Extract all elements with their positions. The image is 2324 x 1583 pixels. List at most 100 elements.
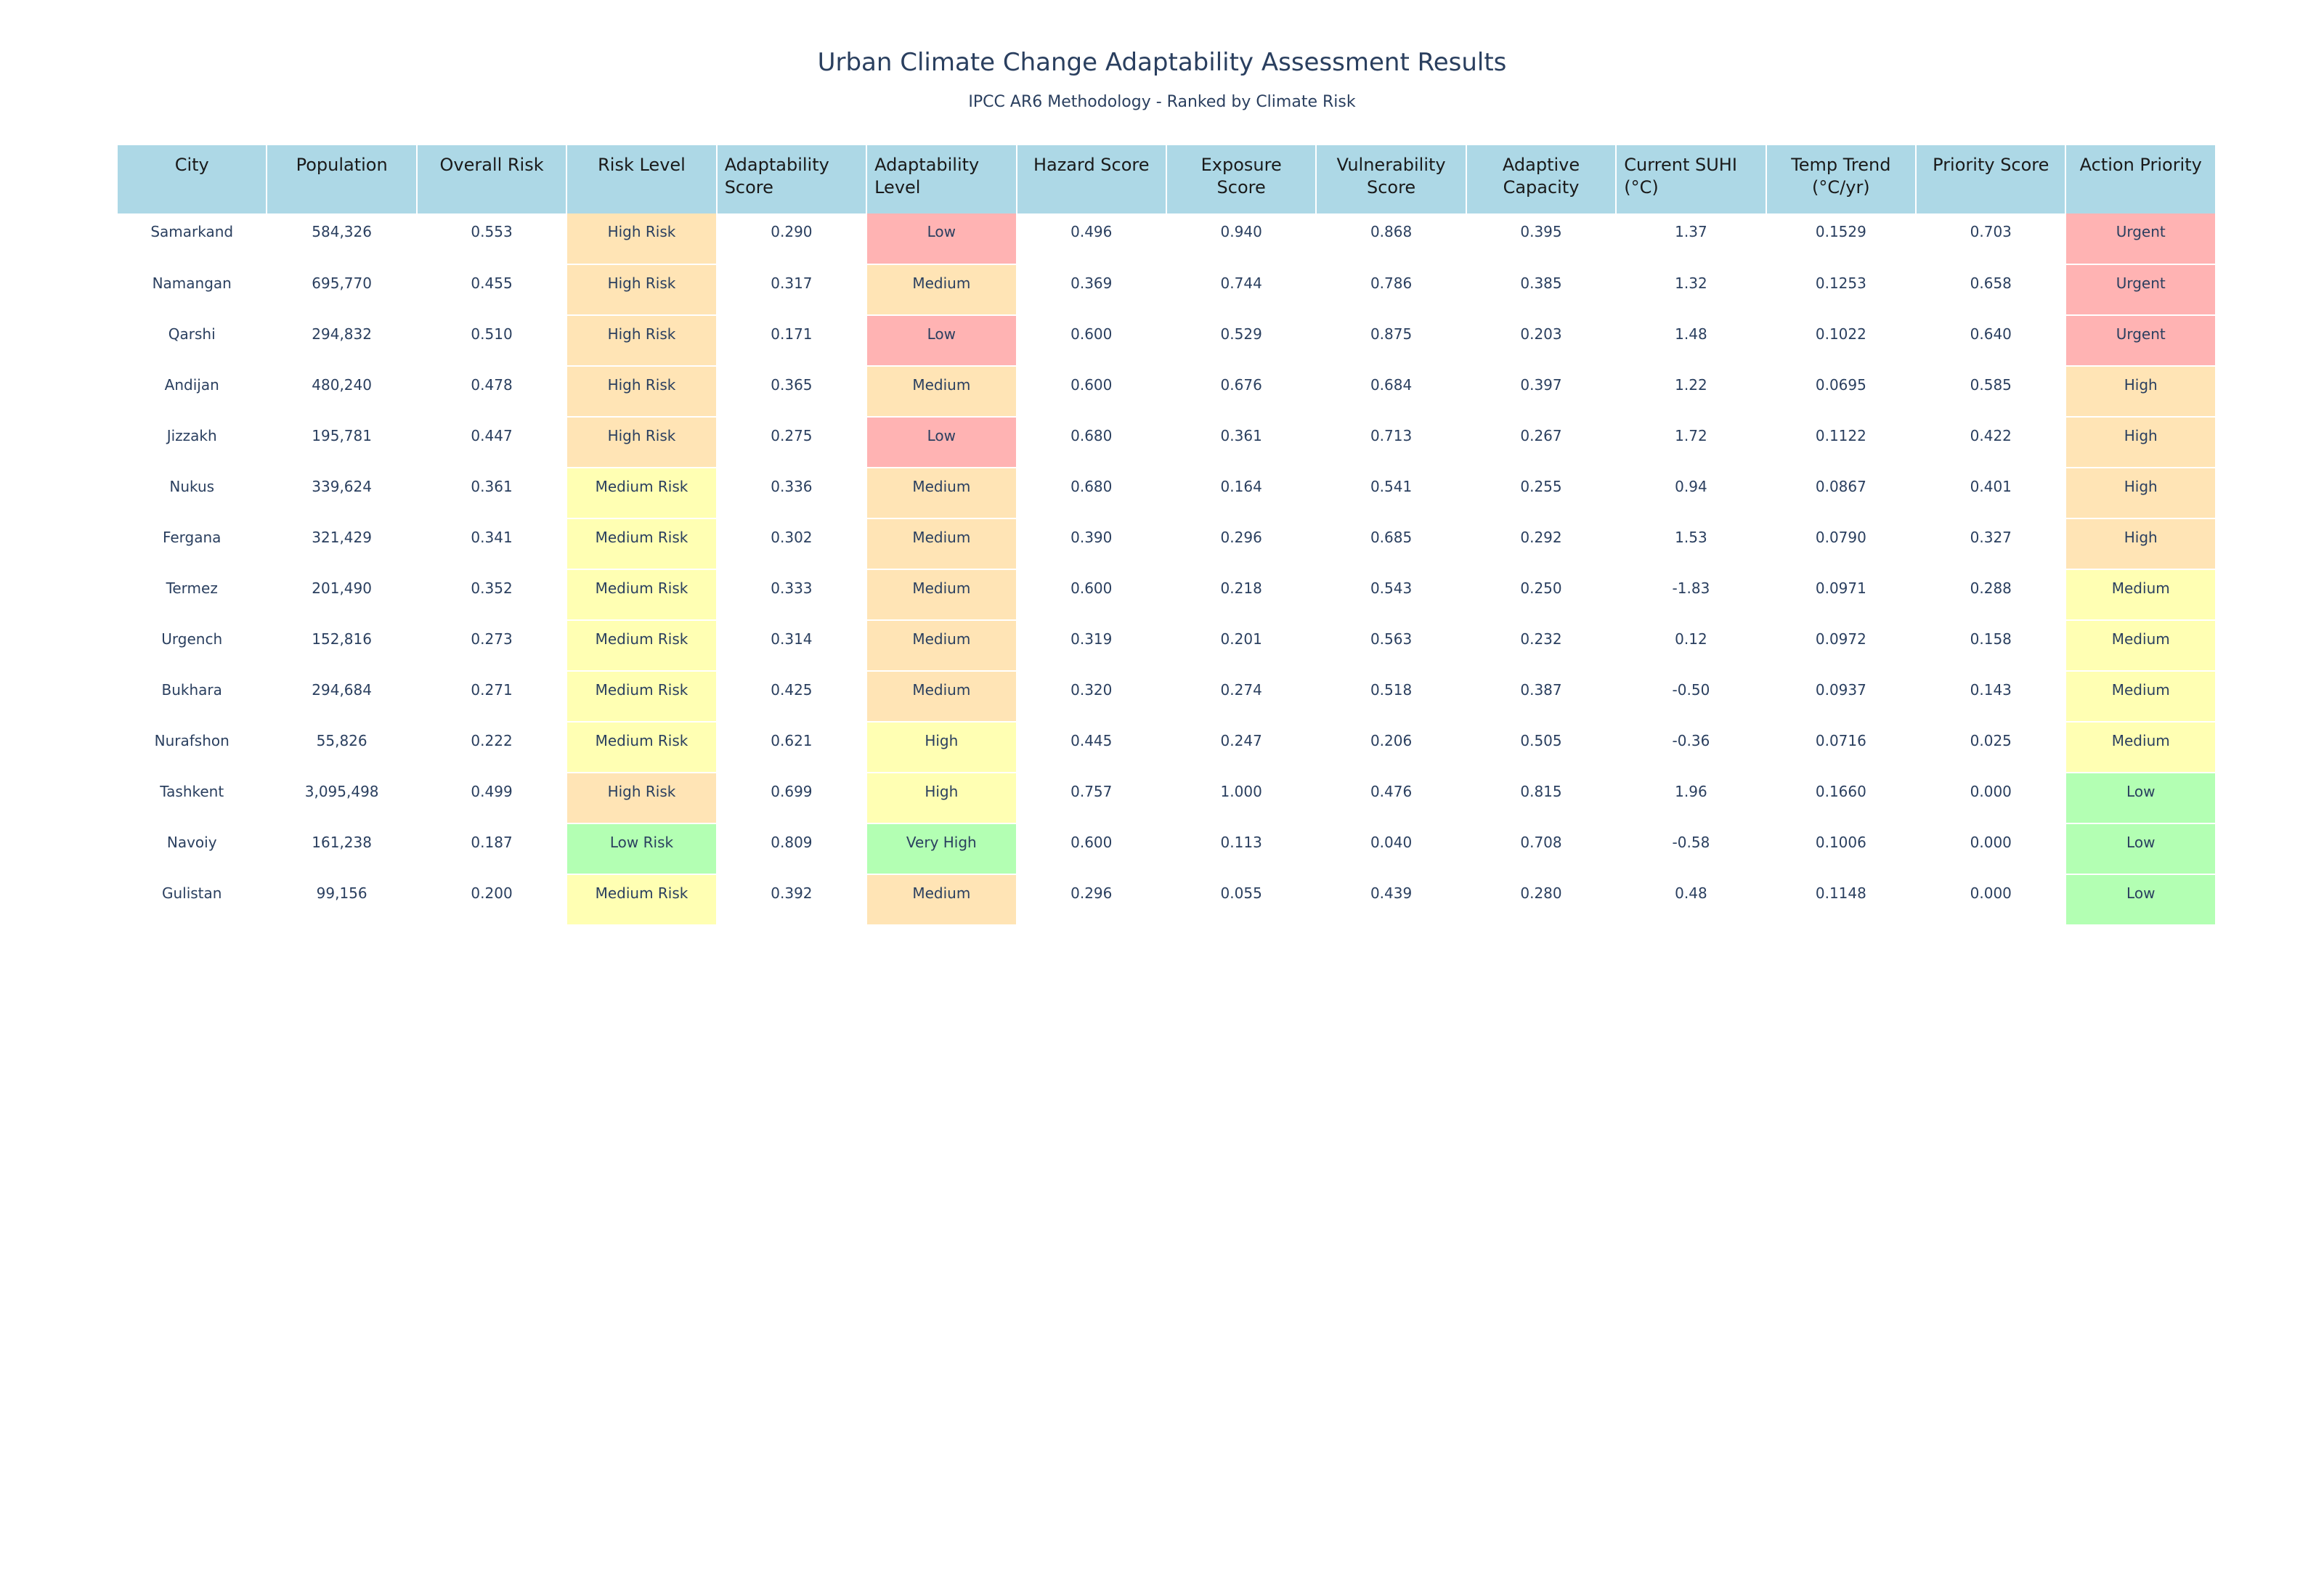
cell-current-suhi-c: 1.96	[1615, 773, 1767, 824]
cell-adaptive-capacity: 0.395	[1465, 213, 1617, 265]
cell-adaptive-capacity: 0.292	[1465, 518, 1617, 570]
cell-risk-level: Low Risk	[566, 823, 718, 875]
cell-adaptability-level: Medium	[866, 569, 1017, 621]
cell-adaptability-score: 0.275	[715, 417, 868, 468]
cell-adaptive-capacity: 0.397	[1465, 366, 1617, 418]
cell-exposure-score: 0.247	[1165, 722, 1317, 773]
table-row: Nurafshon 55,826 0.222 Medium Risk 0.621 High…	[115, 722, 2217, 773]
cell-city: Gulistan	[115, 874, 268, 926]
cell-adaptability-score: 0.171	[715, 315, 868, 367]
cell-temp-trend-c-yr: 0.1006	[1765, 823, 1917, 875]
column-header-action-priority: Action Priority	[2065, 145, 2217, 213]
cell-priority-score: 0.000	[1915, 823, 2067, 875]
cell-adaptability-score: 0.809	[715, 823, 868, 875]
cell-adaptability-level: Medium	[866, 874, 1017, 926]
column-header-adaptability-score: Adaptability Score	[715, 145, 868, 213]
table-row: Urgench 152,816 0.273 Medium Risk 0.314 Mediu…	[115, 620, 2217, 672]
table-row: Termez 201,490 0.352 Medium Risk 0.333 Medium…	[115, 569, 2217, 621]
cell-current-suhi-c: 1.72	[1615, 417, 1767, 468]
cell-risk-level: Medium Risk	[566, 518, 718, 570]
table-row: Bukhara 294,684 0.271 Medium Risk 0.425 Mediu…	[115, 671, 2217, 723]
column-header-priority-score: Priority Score	[1915, 145, 2067, 213]
cell-city: Urgench	[115, 620, 268, 672]
cell-vulnerability-score: 0.713	[1315, 417, 1467, 468]
cell-adaptability-level: High	[866, 773, 1017, 824]
cell-hazard-score: 0.369	[1015, 264, 1167, 316]
cell-current-suhi-c: 1.32	[1615, 264, 1767, 316]
table-row: Namangan 695,770 0.455 High Risk 0.317 Medium…	[115, 264, 2217, 316]
cell-current-suhi-c: 0.12	[1615, 620, 1767, 672]
cell-hazard-score: 0.600	[1015, 315, 1167, 367]
cell-risk-level: Medium Risk	[566, 620, 718, 672]
cell-priority-score: 0.703	[1915, 213, 2067, 265]
cell-adaptability-level: Medium	[866, 620, 1017, 672]
cell-adaptability-level: High	[866, 722, 1017, 773]
cell-adaptability-level: Medium	[866, 468, 1017, 519]
cell-city: Qarshi	[115, 315, 268, 367]
cell-population: 201,490	[266, 569, 418, 621]
cell-priority-score: 0.585	[1915, 366, 2067, 418]
cell-adaptability-score: 0.317	[715, 264, 868, 316]
cell-action-priority: Medium	[2065, 569, 2217, 621]
cell-risk-level: Medium Risk	[566, 671, 718, 723]
cell-exposure-score: 1.000	[1165, 773, 1317, 824]
cell-vulnerability-score: 0.684	[1315, 366, 1467, 418]
cell-adaptive-capacity: 0.708	[1465, 823, 1617, 875]
cell-population: 152,816	[266, 620, 418, 672]
table-row: Qarshi 294,832 0.510 High Risk 0.171 Low 0.600…	[115, 315, 2217, 367]
cell-population: 480,240	[266, 366, 418, 418]
cell-exposure-score: 0.274	[1165, 671, 1317, 723]
cell-priority-score: 0.422	[1915, 417, 2067, 468]
cell-adaptability-score: 0.392	[715, 874, 868, 926]
column-header-overall-risk: Overall Risk	[415, 145, 568, 213]
cell-overall-risk: 0.222	[415, 722, 568, 773]
cell-priority-score: 0.143	[1915, 671, 2067, 723]
cell-city: Fergana	[115, 518, 268, 570]
chart-title: Urban Climate Change Adaptability Assess…	[817, 48, 1507, 77]
cell-temp-trend-c-yr: 0.1122	[1765, 417, 1917, 468]
cell-adaptability-level: Medium	[866, 264, 1017, 316]
cell-current-suhi-c: -0.58	[1615, 823, 1767, 875]
cell-hazard-score: 0.390	[1015, 518, 1167, 570]
cell-overall-risk: 0.273	[415, 620, 568, 672]
cell-priority-score: 0.658	[1915, 264, 2067, 316]
cell-adaptability-score: 0.333	[715, 569, 868, 621]
column-header-vulnerability-score: Vulnerability Score	[1315, 145, 1467, 213]
cell-action-priority: Low	[2065, 773, 2217, 824]
cell-vulnerability-score: 0.685	[1315, 518, 1467, 570]
chart-subtitle: IPCC AR6 Methodology - Ranked by Climate…	[968, 93, 1356, 111]
cell-risk-level: High Risk	[566, 213, 718, 265]
cell-population: 294,832	[266, 315, 418, 367]
cell-temp-trend-c-yr: 0.0790	[1765, 518, 1917, 570]
cell-hazard-score: 0.296	[1015, 874, 1167, 926]
cell-vulnerability-score: 0.040	[1315, 823, 1467, 875]
cell-priority-score: 0.288	[1915, 569, 2067, 621]
cell-temp-trend-c-yr: 0.1660	[1765, 773, 1917, 824]
cell-population: 55,826	[266, 722, 418, 773]
cell-exposure-score: 0.529	[1165, 315, 1317, 367]
cell-city: Tashkent	[115, 773, 268, 824]
cell-action-priority: High	[2065, 366, 2217, 418]
cell-population: 294,684	[266, 671, 418, 723]
cell-adaptive-capacity: 0.232	[1465, 620, 1617, 672]
cell-current-suhi-c: -0.50	[1615, 671, 1767, 723]
cell-population: 339,624	[266, 468, 418, 519]
cell-vulnerability-score: 0.543	[1315, 569, 1467, 621]
cell-population: 584,326	[266, 213, 418, 265]
cell-temp-trend-c-yr: 0.0971	[1765, 569, 1917, 621]
column-header-adaptive-capacity: Adaptive Capacity	[1465, 145, 1617, 213]
cell-overall-risk: 0.361	[415, 468, 568, 519]
cell-adaptive-capacity: 0.255	[1465, 468, 1617, 519]
column-header-temp-trend-c-yr: Temp Trend (°C/yr)	[1765, 145, 1917, 213]
cell-adaptability-score: 0.425	[715, 671, 868, 723]
cell-exposure-score: 0.361	[1165, 417, 1317, 468]
table-row: Gulistan 99,156 0.200 Medium Risk 0.392 Mediu…	[115, 874, 2217, 926]
cell-adaptive-capacity: 0.267	[1465, 417, 1617, 468]
cell-action-priority: Low	[2065, 874, 2217, 926]
cell-city: Navoiy	[115, 823, 268, 875]
cell-overall-risk: 0.187	[415, 823, 568, 875]
cell-overall-risk: 0.341	[415, 518, 568, 570]
table-row: Jizzakh 195,781 0.447 High Risk 0.275 Low 0.68…	[115, 417, 2217, 468]
cell-risk-level: High Risk	[566, 773, 718, 824]
cell-city: Samarkand	[115, 213, 268, 265]
